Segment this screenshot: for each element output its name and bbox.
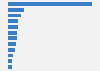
Bar [8,25,18,29]
Bar [8,19,18,23]
Bar [8,8,23,12]
Bar [8,36,17,40]
Bar [8,14,21,17]
Bar [8,54,13,57]
Bar [8,2,92,6]
Bar [8,31,17,35]
Bar [8,65,12,69]
Bar [8,42,16,46]
Bar [8,59,12,63]
Bar [8,48,14,52]
